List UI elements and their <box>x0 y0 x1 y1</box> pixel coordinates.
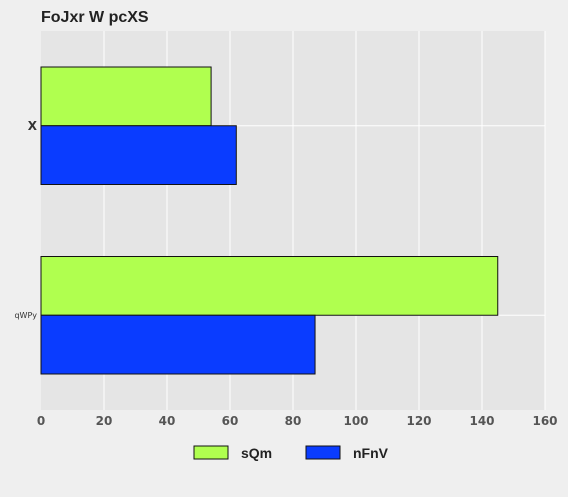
bar-sQm-X <box>40 66 212 127</box>
legend-label-sQm: sQm <box>241 445 272 461</box>
x-tick-label: 60 <box>222 414 239 428</box>
x-tick-label: 120 <box>406 414 431 428</box>
x-tick-label: 140 <box>469 414 494 428</box>
x-tick-label: 0 <box>37 414 45 428</box>
bar-sQm-qWPy <box>40 256 499 316</box>
legend-swatch-sQm <box>193 445 229 460</box>
legend-swatch-nFnV <box>305 445 341 460</box>
bar-nFnV-X <box>40 125 237 185</box>
x-tick-label: 20 <box>96 414 113 428</box>
x-tick-label: 160 <box>532 414 557 428</box>
y-tick-label: X <box>28 119 38 133</box>
bars <box>40 66 499 375</box>
x-tick-label: 40 <box>159 414 176 428</box>
y-tick-label: qWPy <box>14 311 37 320</box>
chart-title: FoJxr W pcXS <box>41 9 149 26</box>
x-tick-label: 100 <box>343 414 368 428</box>
legend: sQm nFnV <box>193 445 389 461</box>
bar-nFnV-qWPy <box>40 314 316 375</box>
x-tick-label: 80 <box>285 414 302 428</box>
legend-label-nFnV: nFnV <box>353 445 389 461</box>
